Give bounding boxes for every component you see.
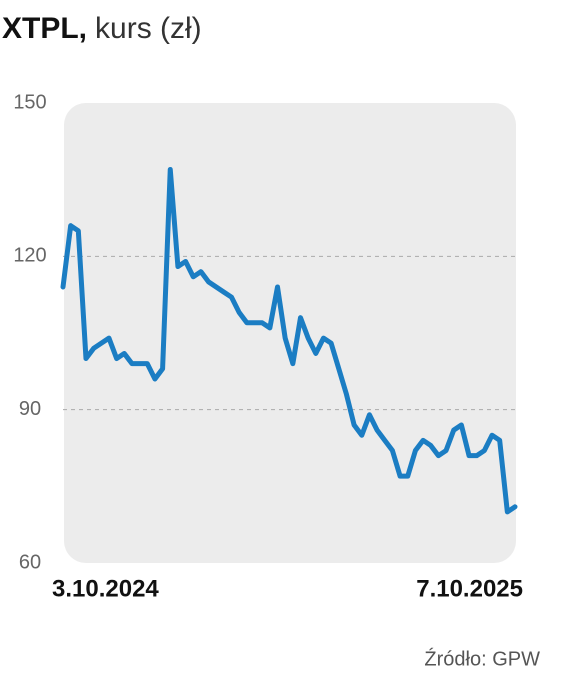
- y-tick-label: 90: [19, 398, 41, 420]
- plot-area: [64, 103, 516, 563]
- y-tick-label: 60: [19, 551, 41, 573]
- subtitle: kurs (zł): [95, 12, 202, 45]
- line: [60, 166, 518, 515]
- source: Źródło: GPW: [424, 647, 540, 670]
- title: XTPL,: [2, 12, 87, 45]
- x-tick-label: 7.10.2025: [416, 575, 523, 602]
- x-tick-label: 3.10.2024: [52, 575, 159, 602]
- chart-title: XTPL, kurs (zł): [2, 12, 202, 45]
- y-tick-label: 150: [13, 91, 46, 113]
- y-tick-label: 120: [13, 245, 46, 267]
